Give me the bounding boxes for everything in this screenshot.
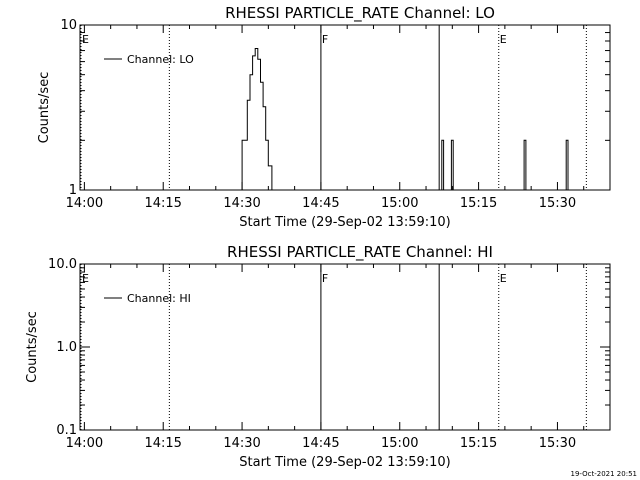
x-tick-label: 15:00 [381,436,418,451]
x-tick-label: 15:00 [381,196,418,211]
event-marker-label: F [322,33,328,46]
event-marker-label: E [500,272,507,285]
x-tick-label: 14:30 [223,196,260,211]
chart-panel-hi: RHESSI PARTICLE_RATE Channel: HI Start Ti… [25,243,611,470]
x-tick-label: 15:15 [460,436,497,451]
event-marker-label: E [500,33,507,46]
y-axis-label: Counts/sec [37,72,52,144]
y-tick-label: 10.0 [48,257,77,272]
x-tick-label: 14:30 [223,436,260,451]
x-tick-label: 14:15 [144,196,181,211]
x-axis-label: Start Time (29-Sep-02 13:59:10) [239,215,450,230]
chart-title: RHESSI PARTICLE_RATE Channel: LO [225,4,495,23]
y-tick-label: 1.0 [56,340,77,355]
plot-frame [79,263,611,431]
x-tick-label: 14:00 [66,196,103,211]
event-marker-label: E [82,272,89,285]
x-tick-label: 14:45 [302,196,339,211]
plot-frame [79,24,611,191]
x-tick-label: 14:15 [144,436,181,451]
y-tick-label: 10 [60,18,77,33]
y-axis-label: Counts/sec [25,311,40,383]
x-tick-label: 15:30 [539,436,576,451]
x-axis-label: Start Time (29-Sep-02 13:59:10) [239,455,450,470]
footer-timestamp: 19-Oct-2021 20:51 [571,470,637,478]
legend-label: Channel: LO [127,53,194,66]
legend-label: Channel: HI [127,292,191,305]
x-tick-label: 15:15 [460,196,497,211]
event-marker-label: F [322,272,328,285]
x-tick-label: 14:00 [66,436,103,451]
y-tick-label: 0.1 [56,423,77,438]
chart-panel-lo: RHESSI PARTICLE_RATE Channel: LO Start Ti… [37,4,611,230]
y-tick-label: 1 [69,183,77,198]
x-tick-label: 15:30 [539,196,576,211]
series-line [80,48,610,191]
event-marker-label: E [82,33,89,46]
chart-title: RHESSI PARTICLE_RATE Channel: HI [227,243,493,262]
x-tick-label: 14:45 [302,436,339,451]
